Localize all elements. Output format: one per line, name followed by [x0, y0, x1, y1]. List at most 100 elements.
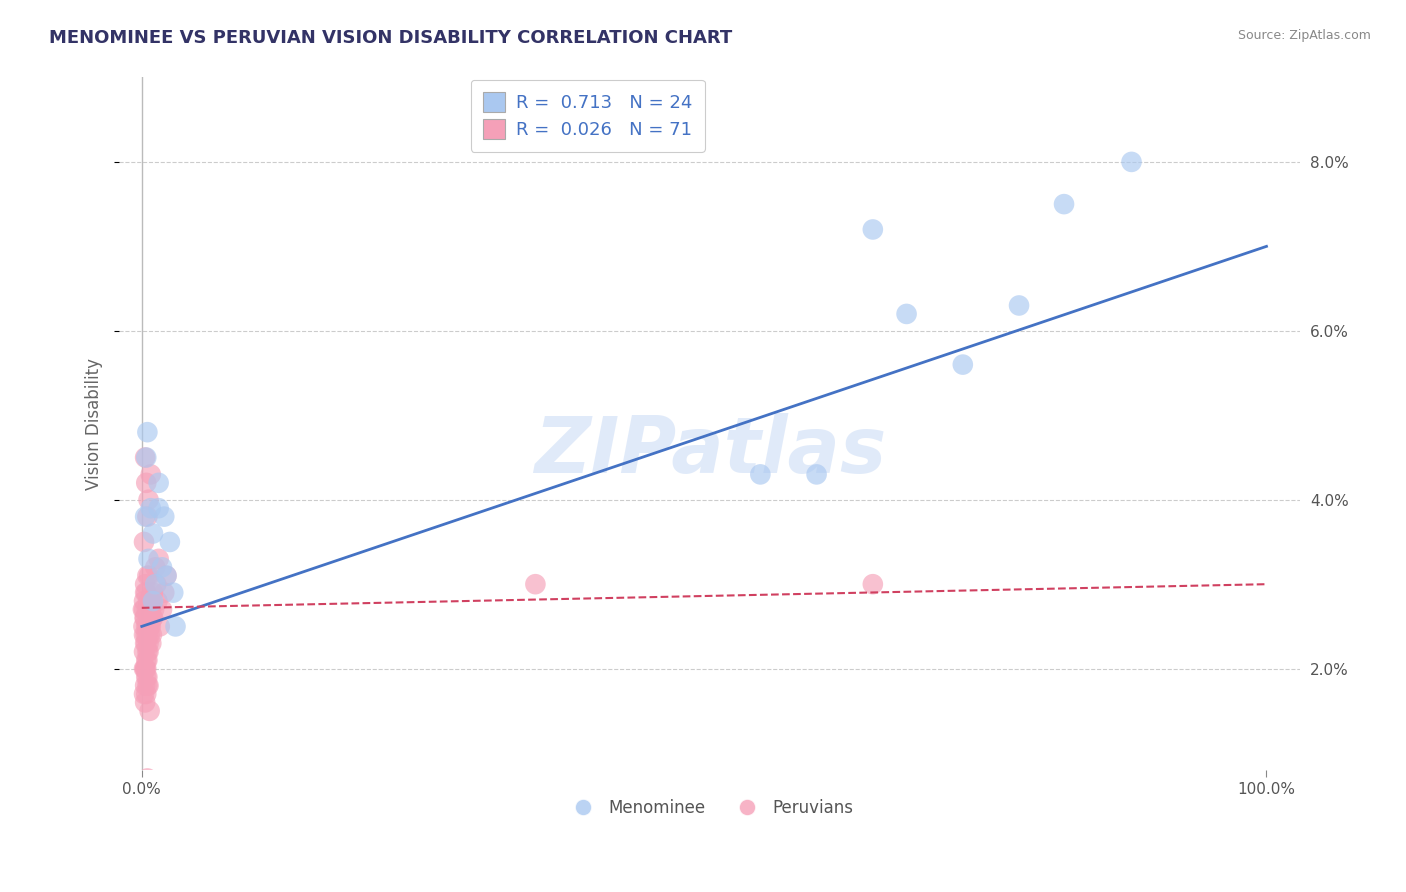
Point	[135, 628, 157, 642]
Point	[138, 602, 160, 616]
Point	[1053, 197, 1076, 211]
Point	[148, 475, 170, 490]
Point	[135, 619, 157, 633]
Point	[862, 222, 884, 236]
Point	[132, 662, 155, 676]
Point	[142, 585, 165, 599]
Point	[134, 662, 156, 676]
Text: ZIPatlas: ZIPatlas	[534, 413, 886, 490]
Point	[134, 509, 156, 524]
Point	[138, 568, 160, 582]
Point	[162, 585, 184, 599]
Point	[153, 585, 176, 599]
Point	[134, 695, 156, 709]
Point	[132, 645, 155, 659]
Point	[135, 585, 157, 599]
Point	[136, 568, 159, 582]
Point	[150, 602, 173, 616]
Point	[142, 611, 165, 625]
Point	[134, 577, 156, 591]
Point	[134, 679, 156, 693]
Point	[132, 535, 155, 549]
Point	[136, 653, 159, 667]
Point	[134, 585, 156, 599]
Point	[132, 602, 155, 616]
Point	[150, 560, 173, 574]
Point	[139, 602, 162, 616]
Point	[141, 636, 163, 650]
Point	[139, 467, 162, 482]
Point	[143, 577, 166, 591]
Point	[136, 679, 159, 693]
Point	[134, 636, 156, 650]
Point	[749, 467, 772, 482]
Point	[141, 611, 163, 625]
Point	[135, 636, 157, 650]
Point	[155, 568, 177, 582]
Point	[143, 602, 166, 616]
Point	[141, 628, 163, 642]
Point	[136, 670, 159, 684]
Point	[148, 552, 170, 566]
Point	[524, 577, 547, 591]
Legend: Menominee, Peruvians: Menominee, Peruvians	[560, 793, 859, 824]
Point	[148, 501, 170, 516]
Point	[138, 611, 160, 625]
Point	[155, 568, 177, 582]
Point	[1008, 298, 1031, 312]
Point	[145, 577, 167, 591]
Point	[139, 619, 162, 633]
Point	[135, 670, 157, 684]
Point	[135, 475, 157, 490]
Point	[135, 450, 157, 465]
Y-axis label: Vision Disability: Vision Disability	[86, 358, 103, 490]
Point	[136, 645, 159, 659]
Point	[136, 628, 159, 642]
Point	[138, 594, 160, 608]
Point	[134, 611, 156, 625]
Point	[135, 687, 157, 701]
Point	[138, 628, 160, 642]
Point	[134, 611, 156, 625]
Point	[136, 509, 159, 524]
Point	[132, 602, 155, 616]
Point	[142, 526, 165, 541]
Point	[1121, 155, 1143, 169]
Point	[138, 636, 160, 650]
Point	[136, 594, 159, 608]
Point	[138, 492, 160, 507]
Point	[153, 509, 176, 524]
Point	[132, 628, 155, 642]
Point	[138, 704, 160, 718]
Point	[135, 602, 157, 616]
Point	[146, 594, 169, 608]
Point	[159, 535, 181, 549]
Point	[134, 662, 156, 676]
Point	[139, 501, 162, 516]
Point	[136, 772, 159, 786]
Point	[136, 425, 159, 439]
Point	[896, 307, 918, 321]
Point	[143, 560, 166, 574]
Point	[142, 594, 165, 608]
Point	[138, 679, 160, 693]
Text: Source: ZipAtlas.com: Source: ZipAtlas.com	[1237, 29, 1371, 42]
Point	[149, 619, 172, 633]
Point	[141, 594, 163, 608]
Point	[138, 552, 160, 566]
Point	[136, 619, 159, 633]
Text: MENOMINEE VS PERUVIAN VISION DISABILITY CORRELATION CHART: MENOMINEE VS PERUVIAN VISION DISABILITY …	[49, 29, 733, 46]
Point	[134, 450, 156, 465]
Point	[135, 653, 157, 667]
Point	[138, 645, 160, 659]
Point	[132, 594, 155, 608]
Point	[138, 619, 160, 633]
Point	[139, 602, 162, 616]
Point	[165, 619, 187, 633]
Point	[806, 467, 828, 482]
Point	[135, 662, 157, 676]
Point	[132, 619, 155, 633]
Point	[132, 687, 155, 701]
Point	[952, 358, 974, 372]
Point	[862, 577, 884, 591]
